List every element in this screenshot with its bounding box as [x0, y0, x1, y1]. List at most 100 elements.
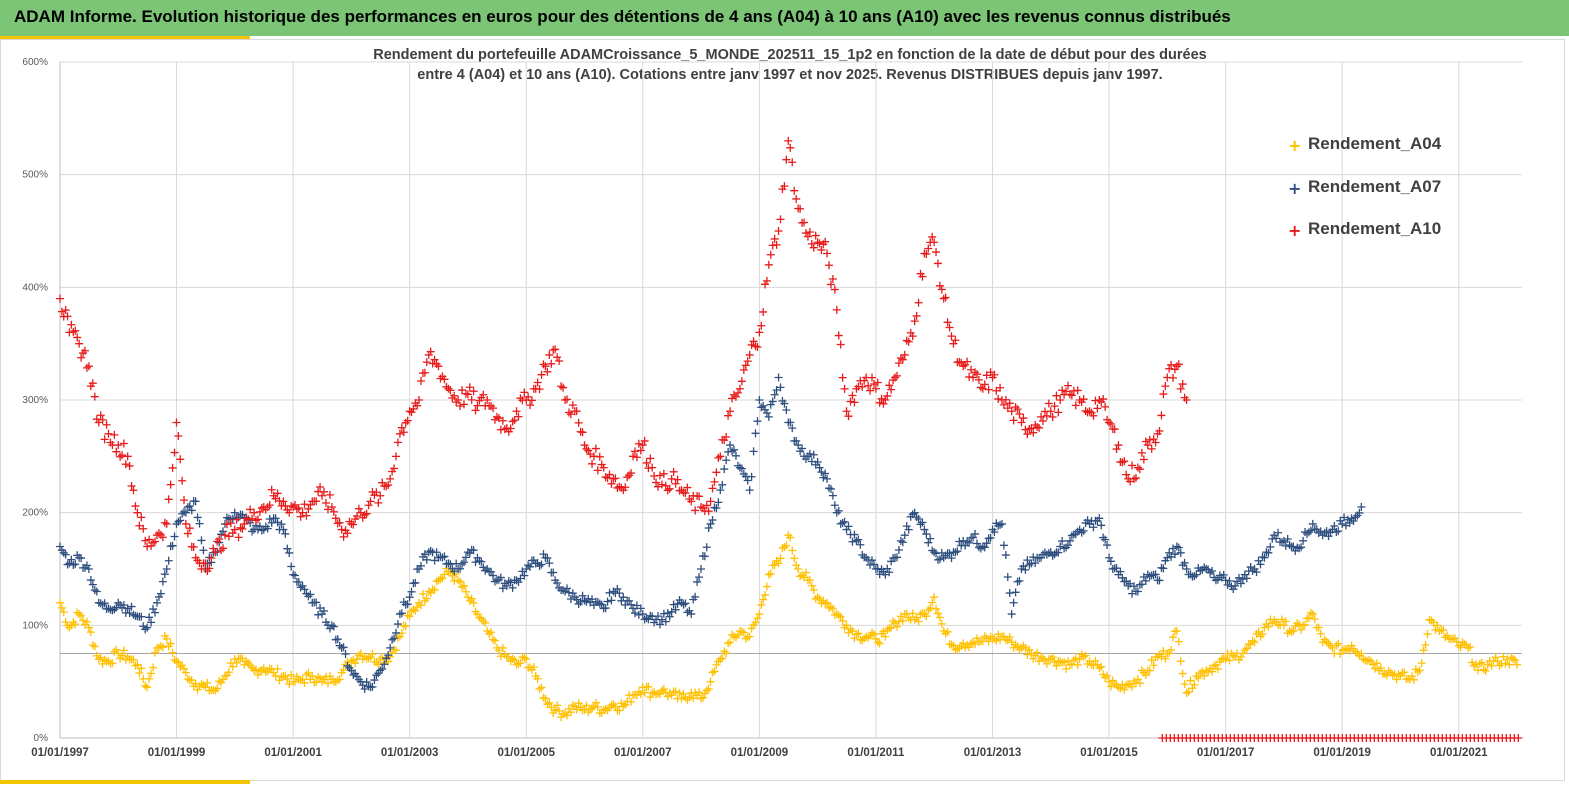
point-a04 [937, 619, 946, 628]
point-a10 [75, 339, 84, 348]
point-a10 [265, 501, 274, 510]
point-a10 [875, 398, 884, 407]
point-a10 [559, 383, 568, 392]
point-a04 [56, 598, 64, 607]
point-a10 [185, 524, 194, 533]
point-a07 [731, 451, 740, 460]
point-a04 [1188, 684, 1197, 693]
point-a10 [1112, 445, 1121, 454]
point-a07 [1262, 548, 1271, 557]
point-a04 [627, 697, 636, 706]
point-a10 [605, 470, 614, 479]
point-a10 [1054, 408, 1063, 417]
x-tick-label: 01/01/2003 [381, 747, 439, 759]
point-a04 [873, 638, 882, 647]
point-a10 [1017, 418, 1026, 427]
y-tick-label: 100% [22, 620, 48, 631]
point-a07 [151, 608, 160, 617]
point-a07 [996, 520, 1005, 529]
point-a10 [935, 281, 944, 290]
point-a04 [1365, 655, 1374, 664]
point-a07 [597, 600, 606, 609]
point-a10 [250, 508, 259, 517]
point-a07 [176, 516, 185, 525]
point-a10 [784, 136, 793, 145]
point-a04 [253, 670, 262, 679]
point-a10 [1044, 399, 1053, 408]
point-a04 [428, 585, 437, 594]
point-a10 [1141, 437, 1150, 446]
point-a10 [378, 478, 387, 487]
point-a07 [976, 544, 985, 553]
point-a04 [459, 581, 468, 590]
point-a04 [1264, 622, 1273, 631]
chart-title-line-2: entre 4 (A04) et 10 ans (A10). Cotations… [417, 67, 1163, 83]
point-a04 [147, 669, 156, 678]
point-a04 [1108, 676, 1117, 685]
point-a10 [996, 383, 1005, 392]
point-a10 [790, 186, 799, 195]
point-a07 [376, 666, 385, 675]
point-a07 [850, 530, 859, 539]
point-a07 [1106, 557, 1115, 566]
point-a10 [937, 285, 946, 294]
point-a10 [397, 423, 406, 432]
point-a10 [873, 378, 882, 387]
point-a10 [1085, 407, 1094, 416]
point-a07 [341, 649, 350, 658]
point-a04 [456, 577, 465, 586]
point-a04 [1133, 675, 1142, 684]
point-a07 [1077, 528, 1086, 537]
point-a07 [720, 465, 729, 474]
point-a04 [1435, 626, 1444, 635]
point-a07 [794, 441, 803, 450]
point-a07 [776, 383, 785, 392]
point-a10 [801, 229, 810, 238]
point-a10 [1067, 391, 1076, 400]
point-a07 [1236, 579, 1245, 588]
point-a10 [792, 194, 801, 203]
point-a07 [1037, 553, 1046, 562]
baseline-marker-a10 [1514, 734, 1523, 742]
point-a04 [1310, 615, 1319, 624]
point-a04 [1334, 639, 1343, 648]
point-a04 [1369, 660, 1378, 669]
point-a04 [1019, 641, 1028, 650]
point-a04 [828, 604, 837, 613]
point-a07 [1079, 526, 1088, 535]
point-a07 [1322, 527, 1331, 536]
point-a10 [1065, 390, 1074, 399]
point-a04 [928, 598, 937, 607]
point-a07 [304, 592, 313, 601]
point-a10 [557, 382, 566, 391]
point-a10 [963, 357, 972, 366]
point-a04 [172, 657, 181, 666]
point-a07 [749, 447, 758, 456]
point-a07 [971, 529, 980, 538]
point-a07 [67, 555, 76, 564]
point-a04 [737, 627, 746, 636]
point-a07 [716, 486, 725, 495]
point-a07 [230, 508, 239, 517]
page-title: ADAM Informe. Evolution historique des p… [14, 7, 1231, 26]
point-a07 [496, 573, 505, 582]
point-a04 [178, 661, 187, 670]
point-a04 [621, 700, 630, 709]
point-a10 [599, 463, 608, 472]
point-a04 [141, 681, 150, 690]
point-a10 [932, 248, 941, 257]
point-a04 [512, 660, 521, 669]
point-a04 [183, 675, 192, 684]
point-a04 [766, 569, 775, 578]
point-a04 [640, 688, 649, 697]
point-a04 [774, 559, 783, 568]
point-a10 [543, 367, 552, 376]
point-a04 [110, 647, 119, 656]
point-a10 [864, 381, 873, 390]
chart-grid [59, 61, 1522, 739]
point-a04 [894, 617, 903, 626]
point-a10 [611, 474, 620, 483]
point-a04 [1306, 608, 1315, 617]
point-a10 [285, 508, 294, 517]
point-a07 [595, 599, 604, 608]
